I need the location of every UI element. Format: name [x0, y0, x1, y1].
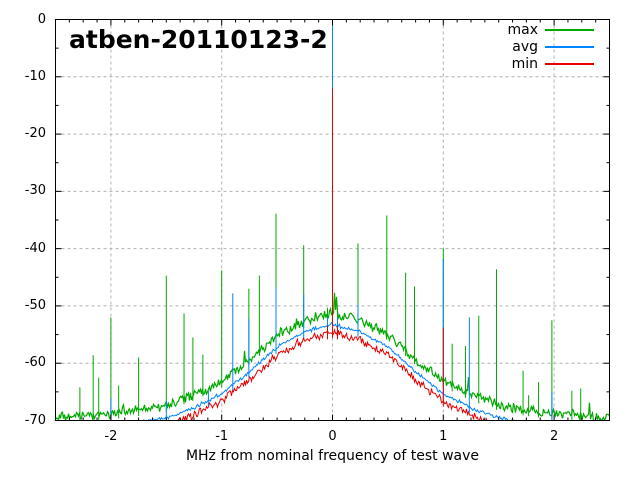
legend-label: max — [507, 22, 538, 38]
x-tick-label: -2 — [104, 429, 118, 444]
x-tick-label: 0 — [328, 429, 337, 444]
legend-swatch — [545, 46, 594, 48]
x-axis-label: MHz from nominal frequency of test wave — [185, 448, 480, 464]
traces-group — [56, 19, 609, 420]
y-tick-label: -70 — [24, 412, 46, 428]
y-tick-label: -10 — [24, 68, 46, 84]
legend-swatch — [545, 63, 594, 65]
y-tick-label: -50 — [24, 297, 46, 313]
y-tick-label: -30 — [24, 183, 46, 199]
x-tick-label: 2 — [549, 429, 559, 444]
legend-entry-avg: avg — [400, 39, 600, 55]
legend-label: min — [511, 56, 538, 72]
legend-entry-min: min — [400, 56, 600, 72]
x-tick-label: 1 — [439, 429, 448, 444]
y-tick-label: 0 — [37, 11, 46, 27]
legend-entry-max: max — [400, 22, 600, 38]
legend-swatch — [545, 29, 594, 31]
x-tick-label: -1 — [215, 429, 229, 444]
y-tick-label: -40 — [24, 240, 46, 256]
chart-title: atben-20110123-2 — [69, 25, 328, 54]
legend-label: avg — [512, 39, 538, 55]
y-tick-label: -20 — [24, 126, 46, 142]
y-tick-label: -60 — [24, 355, 46, 371]
